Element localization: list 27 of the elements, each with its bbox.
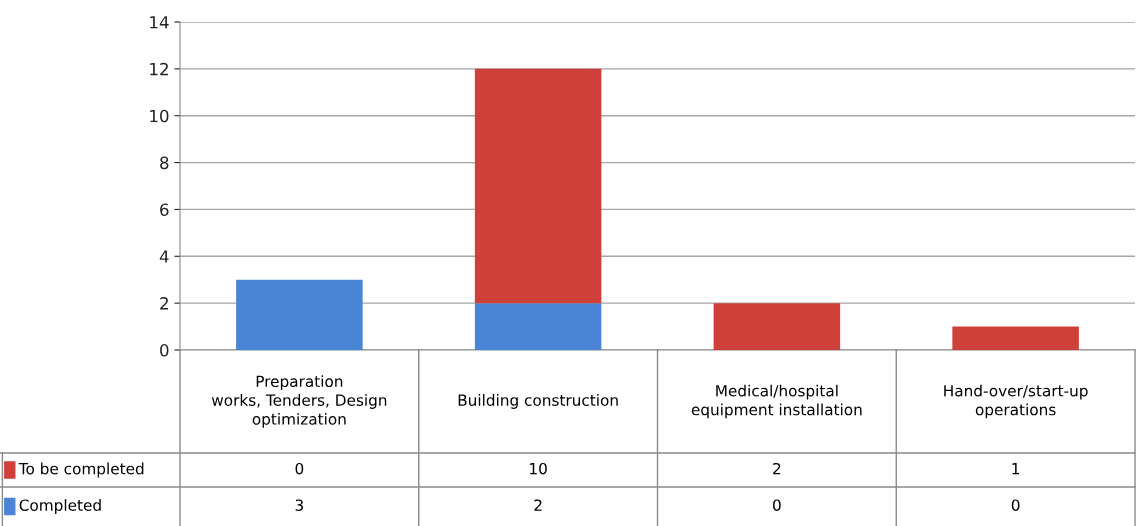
data-label: 3	[295, 499, 304, 511]
legend-label: Completed	[19, 499, 101, 514]
x-tick-label: Building construction	[458, 394, 618, 409]
x-tick-label: Preparation works, Tenders, Design optimization	[211, 375, 387, 428]
bar	[474, 68, 602, 304]
bar	[713, 303, 841, 350]
data-label: 2	[773, 462, 781, 475]
x-tick-label: Hand-over/start-up operations	[944, 384, 1088, 419]
y-tick-label: 2	[160, 297, 168, 310]
y-tick-label: 14	[150, 16, 169, 29]
y-tick-label: 6	[160, 203, 169, 216]
data-label: 0	[1011, 499, 1020, 511]
y-tick-label: 8	[160, 156, 169, 170]
data-label: 0	[295, 462, 304, 475]
y-tick-label: 0	[160, 343, 169, 357]
x-tick-label: Medical/hospital equipment installation	[691, 384, 862, 419]
y-tick-label: 12	[150, 62, 168, 76]
y-tick-label: 4	[159, 250, 169, 263]
bar	[236, 279, 363, 350]
legend-label: To be completed	[18, 462, 144, 478]
y-tick-label: 10	[150, 109, 169, 123]
bar	[952, 326, 1079, 350]
data-label: 1	[1012, 463, 1020, 475]
data-label: 2	[534, 499, 542, 511]
data-label: 10	[530, 462, 547, 475]
bar	[474, 303, 602, 350]
data-label: 0	[773, 499, 781, 511]
